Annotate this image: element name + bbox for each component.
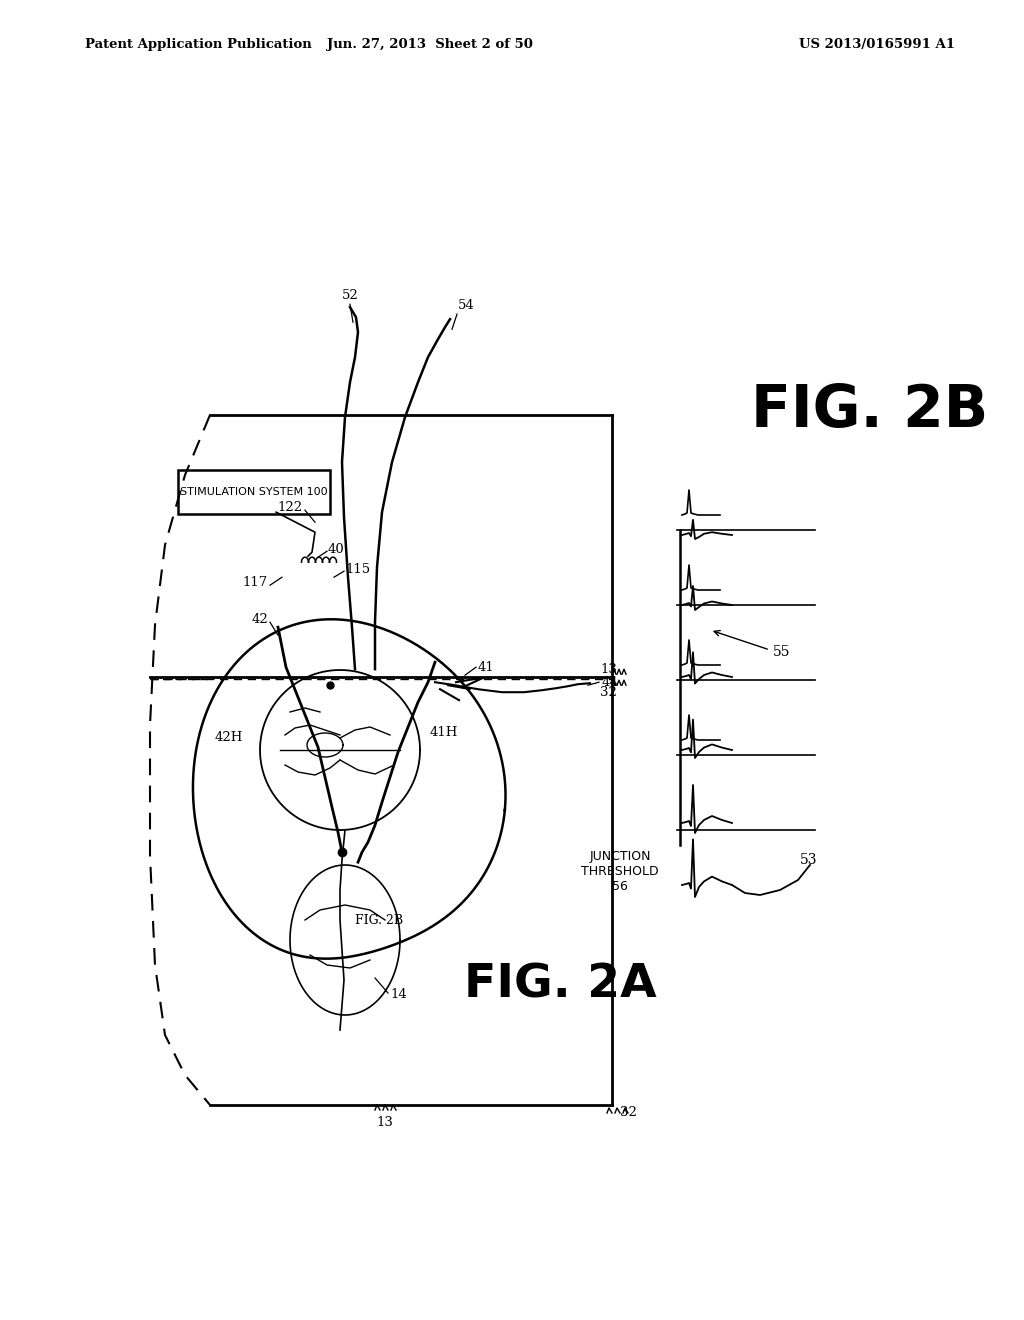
Text: 41: 41 [478,661,495,673]
Text: 32: 32 [620,1106,637,1119]
Text: 52: 52 [342,289,358,302]
Text: 42H: 42H [215,731,244,743]
Text: 54: 54 [458,300,475,313]
Text: Jun. 27, 2013  Sheet 2 of 50: Jun. 27, 2013 Sheet 2 of 50 [327,38,532,51]
Text: 13: 13 [377,1117,393,1130]
Text: 122: 122 [278,500,303,513]
Text: 44: 44 [602,676,618,689]
Text: STIMULATION SYSTEM 100: STIMULATION SYSTEM 100 [180,487,328,498]
Text: 55: 55 [773,645,791,659]
Text: Patent Application Publication: Patent Application Publication [85,38,311,51]
Text: 41H: 41H [430,726,459,739]
FancyBboxPatch shape [178,470,330,515]
Text: 117: 117 [243,576,268,589]
Text: 42: 42 [251,612,268,626]
Text: FIG. 2A: FIG. 2A [464,962,656,1007]
Text: 53: 53 [800,853,817,867]
Text: 32: 32 [600,685,616,698]
Text: US 2013/0165991 A1: US 2013/0165991 A1 [799,38,955,51]
Text: 13: 13 [600,663,616,676]
Text: 115: 115 [345,562,370,576]
Text: JUNCTION
THRESHOLD
56: JUNCTION THRESHOLD 56 [582,850,658,894]
Text: 14: 14 [390,989,407,1002]
Text: 40: 40 [328,543,345,556]
Text: FIG. 2B: FIG. 2B [752,381,988,438]
Text: FIG. 2B: FIG. 2B [355,913,403,927]
